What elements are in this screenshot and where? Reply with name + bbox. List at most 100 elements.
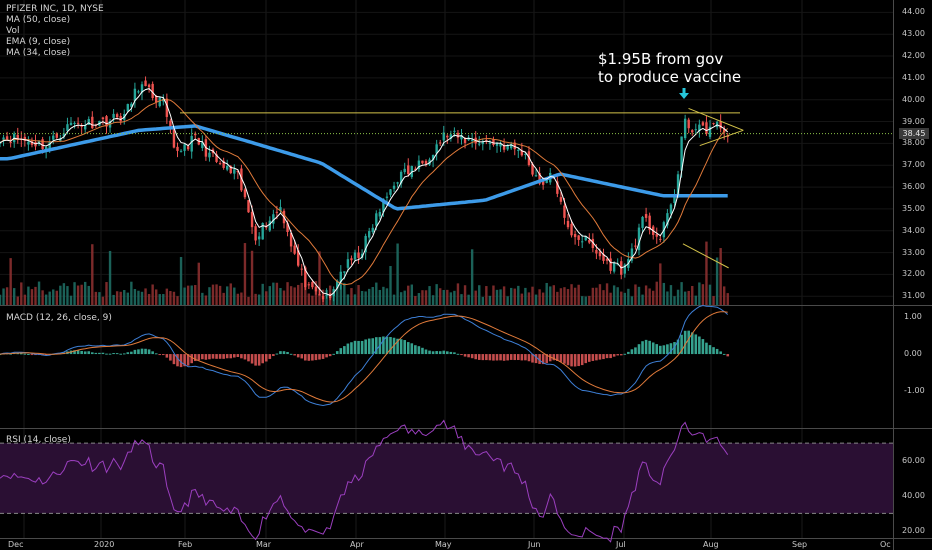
macd-histogram-bar [371, 338, 375, 355]
candle [673, 196, 676, 204]
volume-bar [172, 291, 176, 305]
rsi-panel[interactable] [0, 419, 893, 543]
macd-tick-label: -1.00 [904, 386, 925, 396]
volume-bar [637, 286, 641, 305]
macd-histogram-bar [119, 353, 122, 355]
candle [91, 116, 94, 129]
macd-histogram-bar [701, 339, 705, 355]
candle [563, 205, 566, 218]
candle [357, 252, 360, 258]
candle [336, 280, 339, 288]
candle [499, 143, 502, 147]
volume-bar [591, 287, 595, 305]
macd-histogram-bar [690, 332, 694, 355]
macd-histogram-bar [357, 340, 360, 355]
macd-histogram-bar [321, 354, 325, 359]
volume-bar [112, 294, 115, 305]
candle [705, 122, 708, 134]
macd-histogram-bar [172, 354, 176, 365]
price-tick-label: 42.00 [902, 51, 925, 61]
volume-bar [169, 291, 172, 305]
macd-histogram-bar [595, 354, 598, 361]
macd-histogram-bar [353, 340, 357, 355]
candle [531, 163, 534, 175]
volume-bar [655, 281, 658, 305]
candle [350, 258, 353, 261]
macd-histogram-bar [399, 339, 403, 355]
candle [343, 271, 346, 273]
macd-histogram-bar [612, 354, 616, 357]
volume-bar [27, 286, 30, 305]
volume-bar [382, 286, 385, 305]
macd-histogram-bar [424, 349, 428, 355]
volume-bar [73, 282, 76, 305]
candle [52, 135, 55, 140]
macd-histogram-bar [236, 354, 240, 358]
candle [222, 160, 225, 168]
macd-histogram-bar [144, 348, 147, 355]
volume-bar [44, 294, 48, 305]
ema9-line [0, 88, 729, 297]
candle [666, 213, 669, 226]
macd-histogram-bar [463, 354, 467, 357]
candle [694, 129, 697, 131]
candle [80, 125, 83, 127]
macd-histogram-bar [101, 352, 105, 355]
candle [396, 182, 399, 184]
macd-histogram-bar [218, 354, 222, 359]
macd-histogram-bar [680, 334, 683, 355]
macd-histogram-bar [712, 347, 715, 355]
macd-histogram-bar [91, 352, 94, 355]
macd-histogram-bar [296, 354, 300, 358]
candle [680, 136, 683, 171]
macd-histogram-bar [598, 354, 602, 360]
macd-histogram-bar [492, 354, 495, 361]
volume-bar [236, 293, 240, 305]
volume-bar [371, 286, 374, 305]
volume-bar [634, 284, 637, 305]
candle [194, 133, 197, 136]
time-tick-label: 2020 [94, 540, 115, 549]
volume-bar [687, 290, 690, 305]
candle [229, 166, 232, 174]
price-panel[interactable] [0, 76, 893, 302]
candle [346, 259, 350, 268]
candle [130, 103, 133, 107]
volume-bar [226, 286, 229, 305]
volume-bar [385, 288, 389, 305]
macd-histogram-bar [215, 354, 218, 359]
candle [676, 174, 680, 195]
volume-bar [410, 284, 413, 305]
macd-histogram-bar [225, 354, 229, 359]
macd-histogram-bar [698, 336, 701, 355]
macd-histogram-bar [325, 354, 328, 358]
candle [257, 236, 261, 240]
volume-bar [584, 296, 587, 305]
macd-histogram-bar [73, 350, 76, 355]
volume-bar [165, 288, 169, 305]
candle [421, 160, 424, 164]
macd-histogram-bar [438, 351, 442, 355]
macd-histogram-bar [87, 351, 91, 355]
candle [701, 122, 705, 126]
macd-histogram-bar [289, 353, 293, 355]
time-tick-label: Aug [703, 540, 719, 549]
macd-histogram-bar [421, 347, 424, 355]
macd-histogram-bar [186, 354, 190, 366]
macd-histogram-bar [350, 342, 353, 355]
candle [179, 150, 183, 152]
macd-panel[interactable] [0, 304, 730, 407]
macd-histogram-bar [158, 354, 162, 356]
candle [233, 169, 236, 174]
macd-histogram-bar [502, 354, 506, 361]
macd-histogram-bar [623, 353, 627, 355]
macd-histogram-bar [318, 354, 321, 360]
volume-bar [218, 285, 222, 305]
volume-bar [69, 295, 73, 305]
volume-bar [123, 290, 126, 305]
volume-bar [573, 287, 577, 305]
candle [616, 264, 619, 266]
macd-histogram-bar [666, 344, 669, 355]
volume-bar [176, 296, 179, 305]
